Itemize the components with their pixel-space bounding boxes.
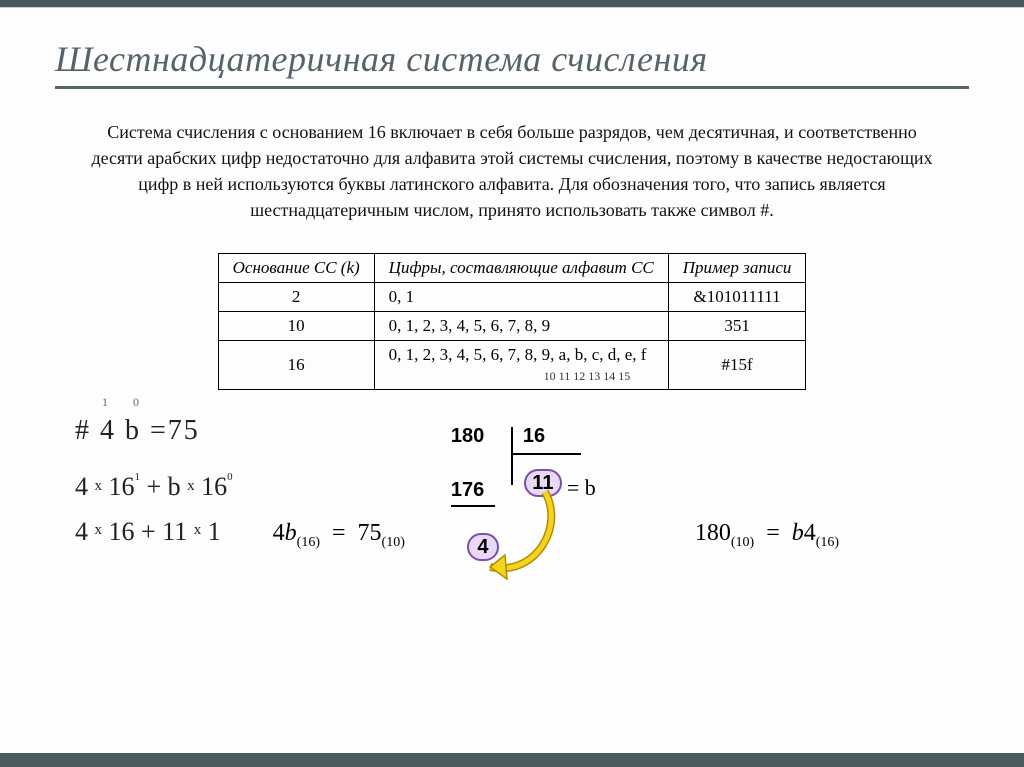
lhs-base: (16) [297,535,320,550]
hex-dec-equiv: 10 11 12 13 14 15 [389,369,631,383]
alphabet-table: Основание СС (k) Цифры, составляющие алф… [218,253,807,390]
cell-example: #15f [668,341,806,390]
table-header-row: Основание СС (k) Цифры, составляющие алф… [218,254,806,283]
rhs-base-16: (16) [816,535,839,550]
table-row: 10 0, 1, 2, 3, 4, 5, 6, 7, 8, 9 351 [218,312,806,341]
right-equation: 180(10) = b4(16) [695,480,839,551]
cell-digits: 0, 1, 2, 3, 4, 5, 6, 7, 8, 9, a, b, c, d… [374,341,668,390]
lhs-base-10: (10) [731,535,754,550]
cell-digits: 0, 1 [374,283,668,312]
quotient-11: 11 [532,472,553,495]
lhs-b: b [285,520,297,546]
table-row: 2 0, 1 &101011111 [218,283,806,312]
col-base: Основание СС (k) [218,254,374,283]
divisor-16: 16 [523,425,545,448]
expansion-line-2: 4 x 16 + 11 x 1 [75,510,233,554]
mid-equation: 4b(16) = 75(10) [273,480,405,551]
col-example: Пример записи [668,254,806,283]
expansion-line-1: 4 x 161 + b x 160 [75,465,233,509]
hex-to-dec-expansion: # 1 4 0 b =75 4 x 161 + b x 160 4 x 16 +… [75,415,233,553]
digit-4: 4 [100,415,116,446]
weight-1: 1 [102,395,110,410]
intro-paragraph: Система счисления с основанием 16 включа… [85,119,939,223]
hash-sign: # [75,415,100,446]
division-hline [511,453,581,455]
weight-0: 0 [133,395,141,410]
long-division-diagram: 180 16 176 11 = b 4 [445,425,655,615]
equals-75: =75 [150,415,200,446]
slide-content: Шестнадцатеричная система счисления Сист… [0,8,1024,635]
rhs-4: 4 [804,520,816,546]
page-title: Шестнадцатеричная система счисления [55,38,969,89]
formulas-row: # 1 4 0 b =75 4 x 161 + b x 160 4 x 16 +… [55,415,969,615]
rhs-base: (10) [382,535,405,550]
quotient-11-circle: 11 [524,469,562,497]
lhs-4: 4 [273,520,285,546]
footer-bar [0,753,1024,767]
lhs-180: 180 [695,520,731,546]
hex-digits: 0, 1, 2, 3, 4, 5, 6, 7, 8, 9, a, b, c, d… [389,345,647,364]
table-row: 16 0, 1, 2, 3, 4, 5, 6, 7, 8, 9, a, b, c… [218,341,806,390]
dividend-180: 180 [451,425,484,448]
division-vline [511,427,513,485]
rhs-75: 75 [358,520,382,546]
partial-176: 176 [451,479,484,502]
rhs-b: b [792,520,804,546]
cell-base: 10 [218,312,374,341]
remainder-4-circle: 4 [467,533,499,561]
col-digits: Цифры, составляющие алфавит СС [374,254,668,283]
cell-base: 2 [218,283,374,312]
expansion-lines: 4 x 161 + b x 160 4 x 16 + 11 x 1 [75,465,233,553]
equals-b: = b [567,475,596,501]
cell-digits: 0, 1, 2, 3, 4, 5, 6, 7, 8, 9 [374,312,668,341]
cell-example: 351 [668,312,806,341]
digit-weights-line: # 1 4 0 b =75 [75,415,233,447]
cell-base: 16 [218,341,374,390]
digit-b: b [125,415,141,446]
subtract-line [451,505,495,507]
cell-example: &101011111 [668,283,806,312]
header-bar [0,0,1024,8]
remainder-4: 4 [477,536,488,559]
